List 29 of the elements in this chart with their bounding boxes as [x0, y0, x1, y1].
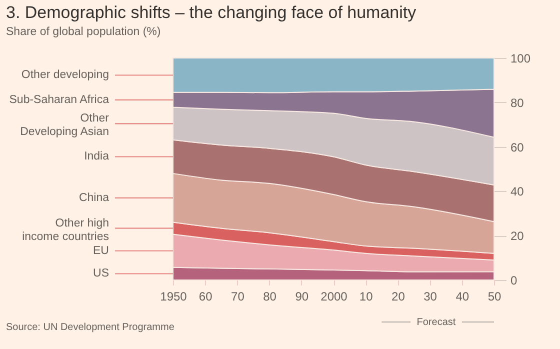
- y-tick-label: 40: [510, 184, 524, 199]
- source-note: Source: UN Development Programme: [6, 322, 175, 333]
- text: India: [84, 150, 110, 163]
- text: China: [78, 192, 110, 204]
- x-tick-label: 40: [456, 290, 470, 304]
- text: Other high income countries: [22, 217, 110, 243]
- x-tick-label: 20: [392, 290, 406, 304]
- x-tick-label: 1950: [160, 290, 188, 304]
- text: Other Developing Asian: [20, 112, 110, 138]
- x-tick-label: 2000: [320, 290, 348, 304]
- y-tick-label: 60: [510, 140, 524, 154]
- y-tick-label: 80: [510, 96, 524, 110]
- x-tick-label: 70: [231, 290, 245, 304]
- x-tick-label: 10: [359, 290, 374, 304]
- text: US: [93, 268, 110, 280]
- chart-subtitle: Share of global population (%): [6, 26, 161, 38]
- x-tick-label: 80: [263, 290, 277, 304]
- x-tick-label: 30: [424, 290, 438, 304]
- text: Sub-Saharan Africa: [9, 94, 110, 106]
- y-tick-label: 20: [510, 229, 524, 244]
- x-tick-label: 60: [198, 290, 213, 304]
- chart-title: 3. Demographic shifts – the changing face of humanity: [6, 3, 417, 22]
- text: EU: [93, 244, 109, 257]
- y-tick-label: 0: [510, 274, 518, 288]
- text: Forecast: [416, 317, 456, 328]
- x-tick-label: 90: [295, 290, 309, 304]
- x-tick-label: 50: [488, 290, 502, 304]
- text: Other developing: [21, 69, 109, 82]
- y-tick-label: 100: [510, 52, 531, 66]
